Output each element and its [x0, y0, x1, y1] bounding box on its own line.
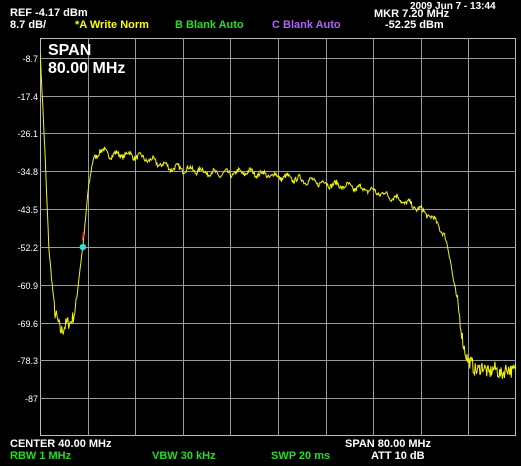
span-setting: SPAN 80.00 MHz	[345, 438, 431, 450]
span-title: SPAN	[48, 42, 92, 59]
trace-c-mode[interactable]: C Blank Auto	[272, 19, 341, 31]
ref-level: REF -4.17 dBm	[10, 7, 88, 19]
spectrum-trace	[40, 52, 516, 379]
spectrum-plot-svg	[40, 38, 516, 436]
marker-flag	[81, 231, 85, 242]
trace-b-mode[interactable]: B Blank Auto	[175, 19, 244, 31]
y-tick-label: -26.1	[17, 128, 38, 139]
vbw-setting: VBW 30 kHz	[152, 450, 216, 462]
marker-frequency: MKR 7.20 MHz	[374, 8, 450, 20]
marker-level: -52.25 dBm	[385, 19, 444, 31]
y-tick-label: -60.9	[17, 280, 38, 291]
y-tick-label: -34.8	[17, 166, 38, 177]
center-frequency: CENTER 40.00 MHz	[10, 438, 112, 450]
y-tick-label: -8.7	[22, 53, 38, 64]
scale-per-division: 8.7 dB/	[10, 19, 47, 31]
rbw-setting: RBW 1 MHz	[10, 450, 72, 462]
y-tick-label: -69.6	[17, 318, 38, 329]
trace-a-mode[interactable]: *A Write Norm	[75, 19, 149, 31]
spectrum-plot	[40, 38, 516, 436]
y-tick-label: -43.5	[17, 204, 38, 215]
span-value: 80.00 MHz	[48, 60, 126, 77]
sweep-time: SWP 20 ms	[271, 450, 331, 462]
marker-point	[79, 243, 87, 251]
attenuation: ATT 10 dB	[371, 450, 425, 462]
y-tick-label: -87	[24, 393, 38, 404]
y-tick-label: -52.2	[17, 242, 38, 253]
y-tick-label: -78.3	[17, 355, 38, 366]
date-time: 2009 Jun 7 - 13:44	[410, 1, 496, 12]
y-tick-label: -17.4	[17, 91, 38, 102]
